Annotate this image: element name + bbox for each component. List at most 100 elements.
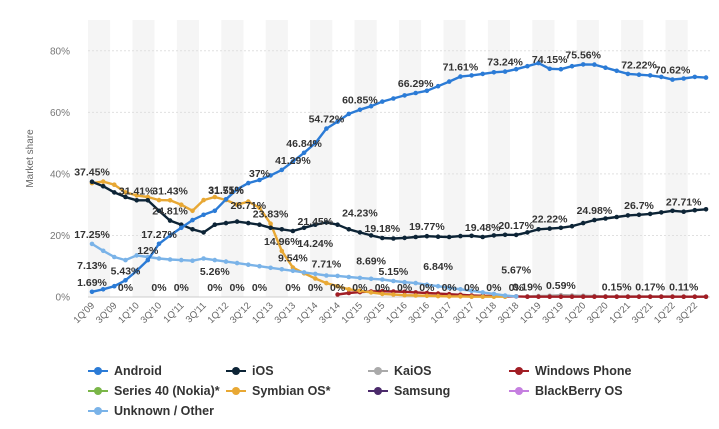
data-point[interactable] (614, 68, 619, 74)
data-point[interactable] (212, 208, 218, 214)
data-point[interactable] (335, 292, 340, 297)
data-point[interactable] (112, 283, 117, 289)
data-point[interactable] (134, 268, 139, 274)
data-point[interactable] (558, 66, 564, 72)
data-point[interactable] (402, 289, 407, 295)
data-point[interactable] (424, 293, 430, 299)
data-point[interactable] (469, 294, 474, 300)
data-point[interactable] (368, 103, 374, 109)
data-point[interactable] (502, 232, 508, 238)
data-point[interactable] (480, 71, 486, 77)
data-point[interactable] (547, 294, 552, 300)
data-point[interactable] (603, 65, 608, 70)
data-point[interactable] (670, 77, 675, 82)
data-point[interactable] (134, 198, 139, 203)
data-point[interactable] (625, 71, 631, 77)
data-point[interactable] (692, 74, 698, 80)
data-point[interactable] (290, 228, 296, 234)
data-point[interactable] (357, 288, 363, 294)
data-point[interactable] (681, 209, 686, 214)
data-point[interactable] (502, 293, 508, 298)
data-point[interactable] (324, 220, 329, 225)
data-point[interactable] (603, 216, 608, 221)
data-point[interactable] (491, 233, 497, 238)
data-point[interactable] (324, 126, 329, 131)
data-point[interactable] (458, 287, 463, 292)
data-point[interactable] (212, 257, 218, 263)
data-point[interactable] (391, 236, 396, 241)
data-point[interactable] (703, 294, 709, 300)
data-point[interactable] (659, 294, 664, 300)
data-point[interactable] (536, 227, 541, 232)
data-point[interactable] (424, 282, 430, 288)
data-point[interactable] (525, 294, 530, 300)
data-point[interactable] (279, 267, 285, 272)
data-point[interactable] (279, 227, 285, 232)
data-point[interactable] (480, 294, 486, 300)
data-point[interactable] (703, 207, 709, 212)
data-point[interactable] (112, 182, 117, 187)
data-point[interactable] (636, 72, 642, 77)
data-point[interactable] (346, 287, 352, 292)
data-point[interactable] (134, 253, 139, 258)
data-point[interactable] (234, 187, 240, 192)
data-point[interactable] (201, 230, 206, 235)
data-point[interactable] (179, 257, 184, 263)
data-point[interactable] (380, 99, 385, 104)
data-point[interactable] (380, 235, 385, 241)
data-point[interactable] (212, 222, 218, 227)
data-point[interactable] (234, 202, 240, 207)
data-point[interactable] (145, 194, 151, 200)
data-point[interactable] (313, 276, 318, 281)
data-point[interactable] (123, 190, 128, 195)
data-point[interactable] (335, 222, 340, 227)
data-point[interactable] (257, 205, 262, 210)
data-point[interactable] (167, 257, 173, 262)
data-point[interactable] (123, 257, 128, 263)
data-point[interactable] (592, 62, 597, 67)
data-point[interactable] (435, 293, 441, 299)
data-point[interactable] (368, 276, 374, 282)
data-point[interactable] (290, 159, 296, 164)
data-point[interactable] (491, 70, 497, 75)
data-point[interactable] (257, 177, 262, 183)
legend-item[interactable]: Android (88, 364, 162, 378)
legend-item[interactable]: Windows Phone (509, 364, 631, 378)
data-point[interactable] (446, 285, 452, 291)
data-point[interactable] (223, 220, 229, 226)
data-point[interactable] (257, 263, 262, 269)
data-point[interactable] (123, 278, 128, 283)
data-point[interactable] (179, 202, 184, 207)
legend-item[interactable]: Series 40 (Nokia)* (88, 384, 220, 398)
legend-item[interactable]: Symbian OS* (226, 384, 331, 398)
data-point[interactable] (547, 66, 552, 72)
data-point[interactable] (279, 167, 285, 173)
data-point[interactable] (313, 140, 318, 146)
data-point[interactable] (402, 235, 407, 241)
data-point[interactable] (313, 222, 318, 227)
data-point[interactable] (525, 63, 530, 69)
data-point[interactable] (368, 290, 374, 295)
data-point[interactable] (268, 221, 273, 226)
data-point[interactable] (446, 294, 452, 299)
data-point[interactable] (167, 233, 173, 238)
data-point[interactable] (558, 225, 564, 231)
data-point[interactable] (491, 291, 497, 297)
data-point[interactable] (357, 107, 363, 112)
data-point[interactable] (480, 234, 486, 240)
data-point[interactable] (547, 226, 552, 231)
data-point[interactable] (580, 220, 586, 226)
data-point[interactable] (536, 294, 541, 300)
data-point[interactable] (569, 223, 575, 229)
data-point[interactable] (145, 257, 151, 263)
data-point[interactable] (380, 291, 385, 297)
data-point[interactable] (290, 268, 296, 274)
data-point[interactable] (435, 234, 441, 239)
data-point[interactable] (201, 212, 206, 218)
data-point[interactable] (625, 213, 631, 218)
data-point[interactable] (223, 259, 229, 264)
data-point[interactable] (234, 219, 240, 224)
data-point[interactable] (201, 197, 206, 203)
legend-item[interactable]: KaiOS (368, 364, 432, 378)
data-point[interactable] (614, 214, 619, 220)
